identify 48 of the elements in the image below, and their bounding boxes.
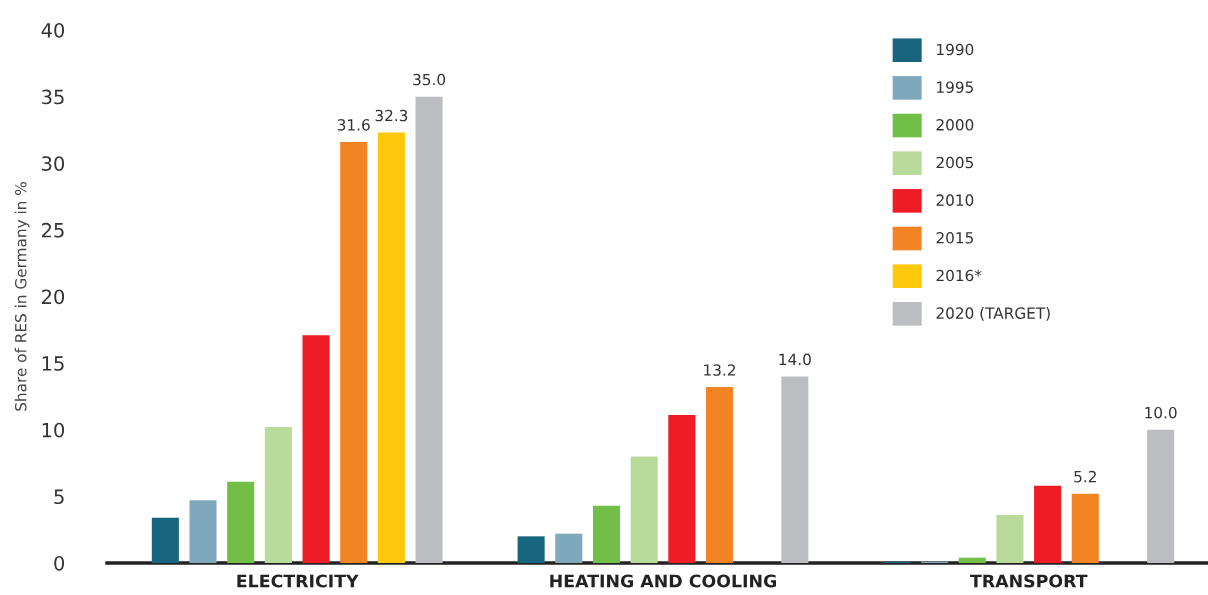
legend-label: 1995 xyxy=(937,81,973,93)
y-tick-label: 0 xyxy=(54,555,65,571)
bar xyxy=(227,481,255,563)
data-label: 32.3 xyxy=(375,109,408,122)
y-tick-label: 35 xyxy=(42,89,64,105)
data-label: 14.0 xyxy=(779,353,811,366)
y-tick-label: 20 xyxy=(42,289,65,305)
legend-label: 2020 (TARGET) xyxy=(936,307,1050,321)
bar xyxy=(189,500,217,563)
data-label: 35.0 xyxy=(413,73,446,86)
bar xyxy=(630,456,658,563)
x-tick-label: ELECTRICITY xyxy=(237,574,359,588)
bar xyxy=(1071,493,1099,563)
bar xyxy=(592,505,621,563)
bar xyxy=(1034,485,1062,563)
bar xyxy=(517,536,545,563)
bar xyxy=(705,387,734,563)
bar xyxy=(264,427,292,563)
bar xyxy=(151,517,179,563)
bar xyxy=(781,376,809,563)
legend-label: 2005 xyxy=(936,156,973,169)
bar xyxy=(668,415,696,563)
bar xyxy=(996,515,1024,563)
legend-label: 1990 xyxy=(937,43,974,56)
y-axis-title: Share of RES in Germany in % xyxy=(14,182,30,411)
x-tick-label: HEATING AND COOLING xyxy=(550,574,776,588)
data-label: 5.2 xyxy=(1074,470,1096,483)
y-tick-label: 10 xyxy=(42,422,65,438)
legend-label: 2000 xyxy=(936,119,974,131)
y-tick-label: 25 xyxy=(42,222,64,238)
y-tick-label: 40 xyxy=(41,22,65,38)
x-tick-label: TRANSPORT xyxy=(970,574,1088,588)
bar xyxy=(340,141,368,563)
bar xyxy=(377,132,405,563)
y-tick-label: 30 xyxy=(42,156,65,171)
data-label: 10.0 xyxy=(1145,406,1177,419)
legend-label: 2016* xyxy=(936,269,982,282)
legend-label: 2015 xyxy=(936,232,973,244)
bar xyxy=(555,533,583,563)
data-label: 13.2 xyxy=(704,364,735,376)
bar xyxy=(415,96,443,563)
y-tick-label: 5 xyxy=(54,489,64,505)
bar xyxy=(302,335,330,563)
bar xyxy=(1147,429,1175,563)
bar xyxy=(958,557,986,563)
legend-label: 2010 xyxy=(936,194,974,206)
data-label: 31.6 xyxy=(337,119,370,131)
y-tick-label: 15 xyxy=(42,356,64,371)
